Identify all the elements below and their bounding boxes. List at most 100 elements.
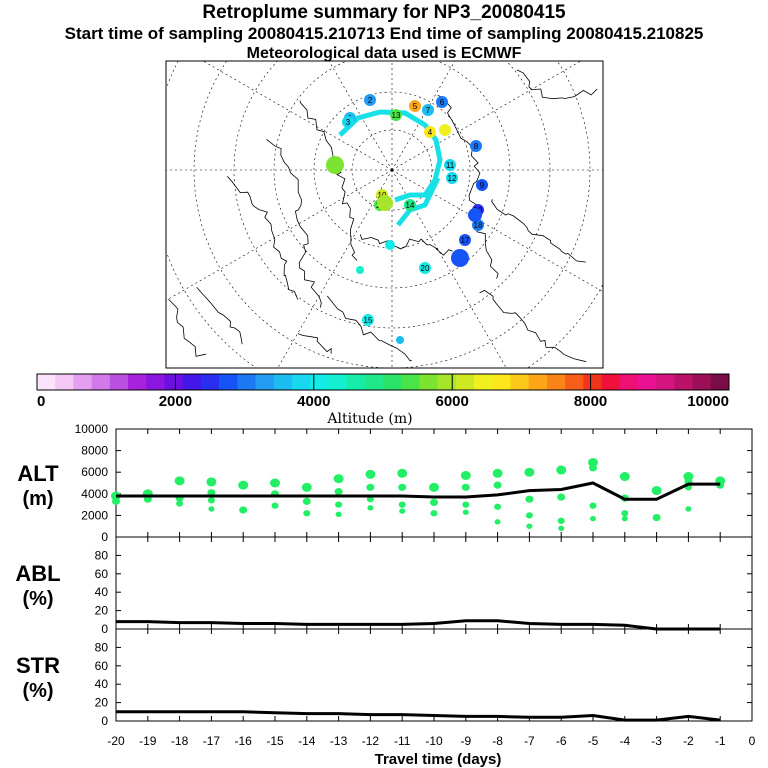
plume-marker-label: 7 [426,106,431,115]
cluster-point [589,464,597,472]
colorbar-tick-label: 4000 [297,393,330,410]
cluster-point [683,472,694,482]
plume-marker-label: 8 [474,142,479,151]
meridian-line [391,169,507,368]
colorbar-swatch [128,374,147,390]
y-axis-label: (m) [22,488,53,510]
cluster-point [526,523,533,529]
colorbar-swatch [109,374,129,390]
plume-marker-label: 11 [446,161,455,170]
colorbar-swatch [419,374,439,390]
cluster-point [621,515,628,522]
y-tick-label: 60 [95,659,109,673]
cluster-point [366,496,374,503]
cluster-point [557,517,565,524]
alt-series-line [116,481,721,501]
coastline-segment [516,69,598,100]
colorbar-swatch [37,374,56,390]
cluster-point [525,512,533,519]
colorbar-tick-label: 8000 [574,393,607,410]
colorbar-swatch [255,374,275,390]
cluster-point [270,478,280,488]
x-tick-label: -16 [235,734,253,748]
cluster-point [524,467,535,477]
colorbar-swatch [637,374,657,390]
cluster-point [430,498,438,507]
plume-marker-label: 20 [421,264,430,273]
cluster-point [335,511,342,518]
cluster-point [590,515,596,522]
y-tick-label: 8000 [81,444,108,458]
coastline-segment [227,176,299,300]
coastline-segment [491,199,586,263]
cluster-point [112,497,120,505]
plume-cluster-dot [326,156,344,174]
x-tick-label: -4 [619,734,630,748]
plume-track-upper [338,109,443,203]
chart-title: Retroplume summary for NP3_20080415 [202,2,566,23]
coastline-segment [299,100,358,261]
plume-marker-label: 6 [440,98,445,107]
x-tick-label: -19 [139,734,157,748]
cluster-point [651,486,662,496]
x-tick-label: -3 [651,734,662,748]
x-tick-label: -2 [683,734,694,748]
cluster-point [557,493,566,501]
plume-marker [404,199,416,211]
colorbar-swatch [146,374,165,390]
abl-series-line [116,619,721,631]
colorbar-swatch [364,374,384,390]
colorbar-swatch [565,374,584,390]
cluster-point [333,474,344,484]
plume-marker-label: 4 [428,128,433,137]
cluster-point [206,477,217,487]
sampling-times: Start time of sampling 20080415.210713 E… [64,24,704,43]
plume-marker [419,262,431,274]
cluster-point [335,501,343,508]
cluster-point [558,525,565,532]
colorbar-swatch [273,374,293,390]
x-tick-label: -15 [266,734,284,748]
plume-marker [390,109,402,121]
panel-frame [115,536,753,630]
colorbar-tick-label: 0 [37,393,45,410]
y-axis-label: (%) [22,588,53,610]
cluster-point [399,508,406,514]
cluster-point [397,468,408,478]
colorbar-swatch [492,374,511,390]
x-tick-label: -18 [171,734,189,748]
plume-marker-label: 12 [448,174,457,183]
plume-path [338,109,443,227]
y-tick-label: 40 [95,585,109,599]
y-tick-label: 40 [95,677,109,691]
cluster-point [208,506,215,512]
plume-marker [424,126,436,138]
plume-cluster-dot [439,124,451,136]
coastline-segment [359,234,453,256]
colorbar-swatch [346,374,366,390]
y-tick-label: 0 [101,530,108,544]
coastline-segment [326,295,412,362]
cluster-point [494,503,502,510]
y-axis-label: (%) [22,680,53,702]
y-axis-label: STR [16,653,60,678]
x-tick-label: -9 [460,734,471,748]
colorbar-swatch [674,374,694,390]
plume-marker [444,159,456,171]
map-graticule [166,61,603,368]
x-tick-label: -12 [362,734,380,748]
cluster-point [556,465,567,475]
plume-marker [459,234,471,246]
cluster-point [494,519,501,525]
x-tick-label: -5 [588,734,599,748]
coastline-segment [196,286,243,345]
colorbar-swatch [437,374,457,390]
plume-cluster-dot [356,266,364,274]
met-data-note: Meteorological data used is ECMWF [246,45,522,62]
x-axis: -20 -19 -18 -17 -16 -15 -14 -13 -12 -11 -10 -9 -8 -7-… [107,734,755,748]
latitude-circle [193,61,591,368]
plume-cluster-dot [396,336,404,344]
plume-marker-label: 15 [364,316,373,325]
plume-marker [422,104,434,116]
